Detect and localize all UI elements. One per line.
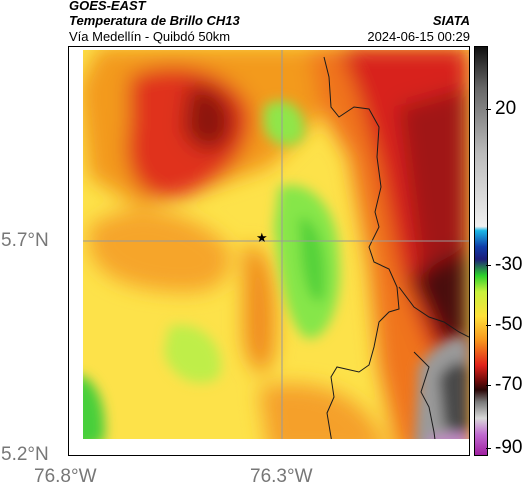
colorbar-tick-label: -30	[495, 254, 523, 275]
colorbar-tick-mark	[486, 385, 491, 386]
longitude-tick-label: 76.8°W	[34, 466, 97, 487]
colorbar-tick-label: -70	[495, 374, 523, 395]
agency-label: SIATA	[432, 13, 470, 28]
location-marker-icon: ★	[256, 230, 268, 245]
colorbar-tick-label: -90	[495, 437, 523, 458]
brightness-temperature-map: ★	[68, 46, 470, 456]
longitude-tick-label: 76.3°W	[250, 466, 313, 487]
colorbar-tick-label: -50	[495, 314, 523, 335]
colorbar	[474, 46, 488, 456]
colorbar-tick-label: 20	[495, 98, 517, 119]
temperature-field	[69, 47, 469, 455]
colorbar-tick-mark	[486, 448, 491, 449]
route-label: Vía Medellín - Quibdó 50km	[69, 29, 231, 44]
colorbar-tick-mark	[486, 265, 491, 266]
timestamp-label: 2024-06-15 00:29	[367, 29, 470, 44]
product-title: Temperatura de Brillo CH13	[69, 13, 240, 28]
satellite-name: GOES-EAST	[69, 0, 146, 13]
colorbar-tick-mark	[486, 109, 491, 110]
colorbar-tick-mark	[486, 325, 491, 326]
latitude-tick-label: 5.2°N	[1, 444, 49, 465]
latitude-tick-label: 5.7°N	[1, 230, 49, 251]
